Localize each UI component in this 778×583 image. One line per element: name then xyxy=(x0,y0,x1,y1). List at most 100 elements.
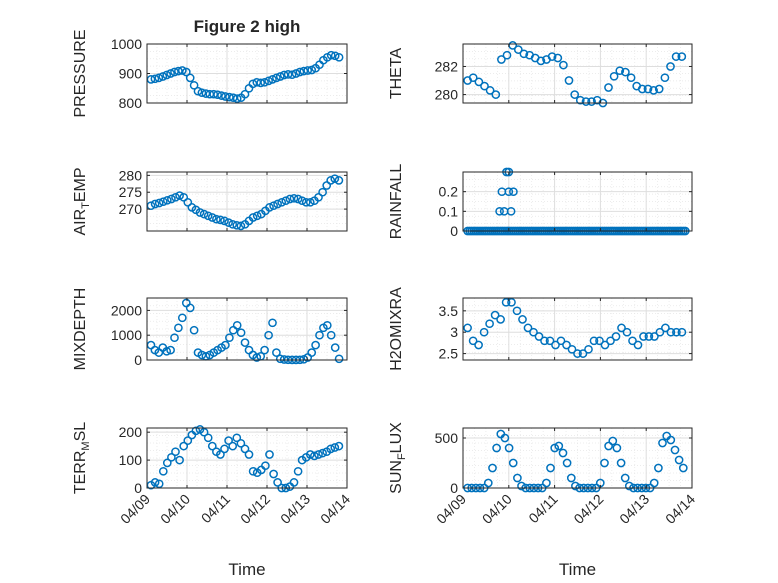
data-point xyxy=(236,328,246,338)
data-point xyxy=(575,95,585,105)
y-tick-label: 0 xyxy=(134,480,142,496)
data-point xyxy=(158,466,168,476)
data-point xyxy=(199,209,209,219)
y-axis-label: MIXDEPTH xyxy=(72,288,89,371)
data-point xyxy=(609,71,619,81)
data-point xyxy=(301,197,311,207)
data-point xyxy=(480,81,489,91)
data-point xyxy=(175,191,184,200)
axes-box xyxy=(146,171,348,232)
data-point xyxy=(666,435,676,445)
data-point xyxy=(185,303,195,313)
y-axis-label: THETA xyxy=(388,48,405,100)
data-point xyxy=(285,194,295,204)
data-point xyxy=(666,62,675,71)
data-point xyxy=(504,443,514,453)
data-point xyxy=(217,91,226,100)
data-point xyxy=(224,436,233,445)
data-point xyxy=(228,219,238,229)
data-point xyxy=(581,97,591,106)
y-tick-label: 900 xyxy=(119,66,143,82)
data-point xyxy=(216,450,225,459)
data-point xyxy=(225,92,234,102)
y-tick-label: 0.2 xyxy=(439,184,459,200)
data-point xyxy=(207,213,217,222)
x-axis-label: Time xyxy=(228,560,265,579)
data-point xyxy=(536,56,546,66)
data-point xyxy=(671,52,681,61)
data-point xyxy=(564,76,574,85)
y-tick-label: 1000 xyxy=(111,36,142,52)
x-tick-label: 04/10 xyxy=(157,491,193,527)
x-tick-label: 04/09 xyxy=(433,491,469,527)
data-point xyxy=(490,310,500,320)
data-point xyxy=(502,50,512,60)
data-point xyxy=(299,66,309,76)
y-tick-label: 0.1 xyxy=(439,203,459,219)
data-point xyxy=(221,92,230,101)
data-point xyxy=(273,199,282,209)
data-point xyxy=(162,195,172,205)
data-point xyxy=(501,297,511,307)
data-point xyxy=(654,463,663,473)
data-point xyxy=(174,323,183,333)
data-point xyxy=(150,199,160,209)
y-tick-label: 200 xyxy=(119,424,143,440)
data-point xyxy=(310,451,319,461)
y-axis-label: AIRTEMP xyxy=(72,167,92,235)
data-point xyxy=(556,336,566,346)
data-point xyxy=(626,73,636,83)
data-point xyxy=(203,211,213,221)
data-point xyxy=(183,197,193,207)
x-tick-label: 04/13 xyxy=(616,491,652,527)
data-point xyxy=(240,444,250,454)
data-point xyxy=(649,86,658,95)
data-point xyxy=(529,327,538,337)
data-point xyxy=(236,221,246,231)
data-point xyxy=(197,88,207,98)
data-point xyxy=(654,84,664,94)
y-tick-label: 0 xyxy=(134,352,142,368)
data-point xyxy=(485,319,494,329)
data-point xyxy=(175,455,184,465)
data-point xyxy=(240,89,250,99)
data-point xyxy=(283,70,293,79)
data-point xyxy=(534,332,544,341)
data-point xyxy=(199,427,209,437)
data-point xyxy=(183,436,193,445)
data-point xyxy=(639,332,648,341)
x-tick-label: 04/14 xyxy=(662,491,698,527)
data-point xyxy=(334,354,344,364)
data-point xyxy=(600,340,610,350)
data-point xyxy=(281,196,291,206)
data-point xyxy=(305,197,315,207)
data-point xyxy=(166,69,175,78)
y-tick-label: 3 xyxy=(450,324,458,340)
data-point xyxy=(578,349,588,358)
data-point xyxy=(322,320,332,330)
data-point xyxy=(293,194,303,204)
data-point xyxy=(509,187,518,197)
data-point xyxy=(512,306,522,316)
data-point xyxy=(289,478,299,487)
data-point xyxy=(252,211,262,221)
data-point xyxy=(265,450,274,459)
data-point xyxy=(297,196,307,206)
subplot-2: 280 282 THETA xyxy=(388,41,693,108)
y-tick-label: 1000 xyxy=(111,327,142,343)
axes-box xyxy=(146,297,348,361)
data-point xyxy=(307,348,317,357)
data-point xyxy=(171,192,180,202)
data-point xyxy=(248,466,258,476)
data-point xyxy=(571,481,580,491)
data-point xyxy=(232,220,242,230)
data-point xyxy=(661,323,670,333)
data-point xyxy=(189,325,199,335)
data-point xyxy=(170,333,179,343)
data-point xyxy=(314,192,323,202)
data-point xyxy=(203,433,213,443)
data-point xyxy=(305,450,315,459)
y-axis-label: PRESSURE xyxy=(72,29,89,117)
